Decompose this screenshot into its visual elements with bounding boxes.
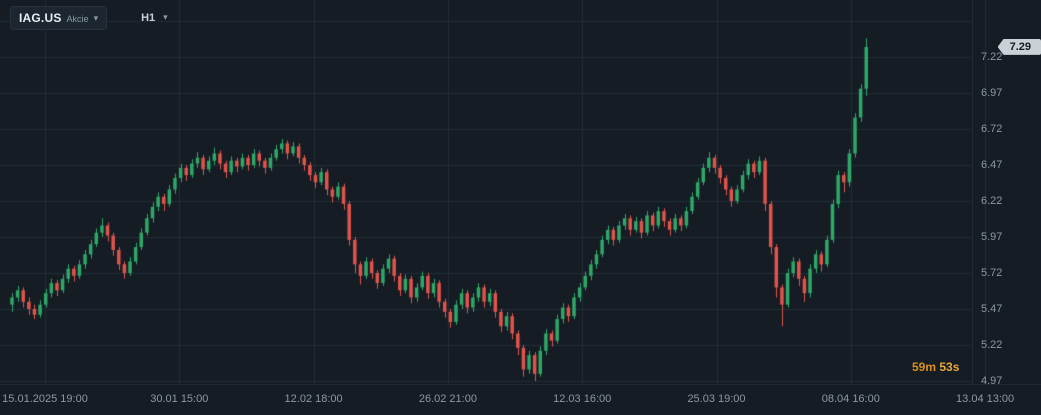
chevron-down-icon: ▾ <box>93 13 99 23</box>
price-axis-label: 5.97 <box>981 231 1003 243</box>
candle-countdown-timer: 59m 53s <box>912 360 959 374</box>
countdown-seconds: 53s <box>939 360 960 374</box>
timeframe-selector[interactable]: H1 ▾ <box>135 8 174 28</box>
price-axis[interactable]: 7.22 6.97 6.72 6.47 6.22 5.97 5.72 5.47 5.22 4.97 <box>972 0 1041 387</box>
time-axis-label: 12.02 18:00 <box>284 393 343 405</box>
time-axis-label: 30.01 15:00 <box>150 393 209 405</box>
instrument-type-label: Akcie <box>66 14 89 24</box>
timeframe-label: H1 <box>141 12 156 24</box>
symbol-selector[interactable]: IAG.US Akcie ▾ <box>10 6 108 30</box>
chart-header: IAG.US Akcie ▾ H1 ▾ <box>10 6 174 30</box>
chevron-down-icon: ▾ <box>163 11 168 22</box>
price-axis-label: 5.22 <box>981 339 1003 351</box>
countdown-minutes: 59m <box>912 360 937 374</box>
price-axis-label: 6.97 <box>981 87 1003 99</box>
price-axis-label: 6.72 <box>981 123 1003 135</box>
price-axis-label: 5.72 <box>981 267 1003 279</box>
time-axis-label: 26.02 21:00 <box>418 393 477 405</box>
time-axis-label: 12.03 16:00 <box>553 393 612 405</box>
price-axis-label: 7.22 <box>981 51 1003 63</box>
price-axis-label: 5.47 <box>981 303 1003 315</box>
time-axis-label: 25.03 19:00 <box>687 393 746 405</box>
price-axis-label: 6.22 <box>981 195 1003 207</box>
time-axis-label: 15.01.2025 19:00 <box>2 393 88 405</box>
time-axis-label: 08.04 16:00 <box>821 393 880 405</box>
current-price-badge: 7.29 <box>997 38 1041 55</box>
time-axis[interactable]: 15.01.2025 19:00 30.01 15:00 12.02 18:00 26… <box>0 384 1041 415</box>
price-axis-label: 6.47 <box>981 159 1003 171</box>
time-axis-label: 13.04 13:00 <box>956 393 1015 405</box>
symbol-name: IAG.US <box>19 11 62 25</box>
